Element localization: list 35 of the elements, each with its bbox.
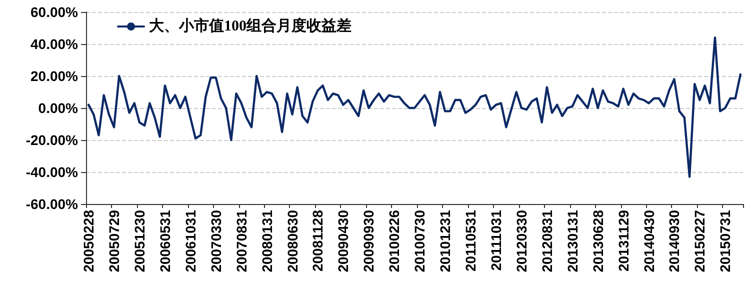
x-tick-label: 20100730 xyxy=(412,210,428,272)
x-tick-label: 20150227 xyxy=(692,210,708,272)
x-tick-label: 20130628 xyxy=(590,210,606,272)
x-tick-label: 20070831 xyxy=(233,210,250,272)
x-tick-label: 20110531 xyxy=(462,210,479,272)
x-tick-label: 20120831 xyxy=(538,210,555,272)
y-tick-label: 20.00% xyxy=(30,68,79,84)
x-tick-label: 20140930 xyxy=(666,210,682,272)
y-tick-label: 60.00% xyxy=(30,4,79,20)
x-tick-label: 20081128 xyxy=(310,210,326,272)
x-tick-label: 20140430 xyxy=(640,210,657,272)
y-tick-label: -40.00% xyxy=(26,164,79,180)
x-tick-label: 20070330 xyxy=(208,210,224,272)
legend-label: 大、小市值100组合月度收益差 xyxy=(149,16,352,34)
x-tick-label: 20130131 xyxy=(564,210,580,272)
line-series xyxy=(87,36,742,178)
y-tick-label: 0.00% xyxy=(38,100,79,116)
x-tick-label: 20080630 xyxy=(284,210,300,272)
x-tick-label: 20050729 xyxy=(106,210,122,272)
y-tick-label: -20.00% xyxy=(26,132,79,148)
x-tick-label: 20090930 xyxy=(360,210,377,272)
x-tick-label: 20150731 xyxy=(717,210,734,272)
x-tick-label: 20120330 xyxy=(513,210,530,272)
x-tick-label: 20080131 xyxy=(258,210,275,272)
x-tick-label: 20060531 xyxy=(156,210,173,272)
x-tick-label: 20051230 xyxy=(131,210,148,272)
x-tick-label: 20050228 xyxy=(80,210,97,272)
x-tick-label: 20131129 xyxy=(615,210,632,272)
y-tick-label: 40.00% xyxy=(30,36,79,52)
x-tick-label: 20101231 xyxy=(437,210,454,272)
x-tick-label: 20100226 xyxy=(386,210,402,272)
x-tick-label: 20111031 xyxy=(488,210,504,271)
y-tick-label: -60.00% xyxy=(26,196,79,212)
x-tick-label: 20090430 xyxy=(335,210,352,272)
x-tick-label: 20061031 xyxy=(182,210,198,272)
